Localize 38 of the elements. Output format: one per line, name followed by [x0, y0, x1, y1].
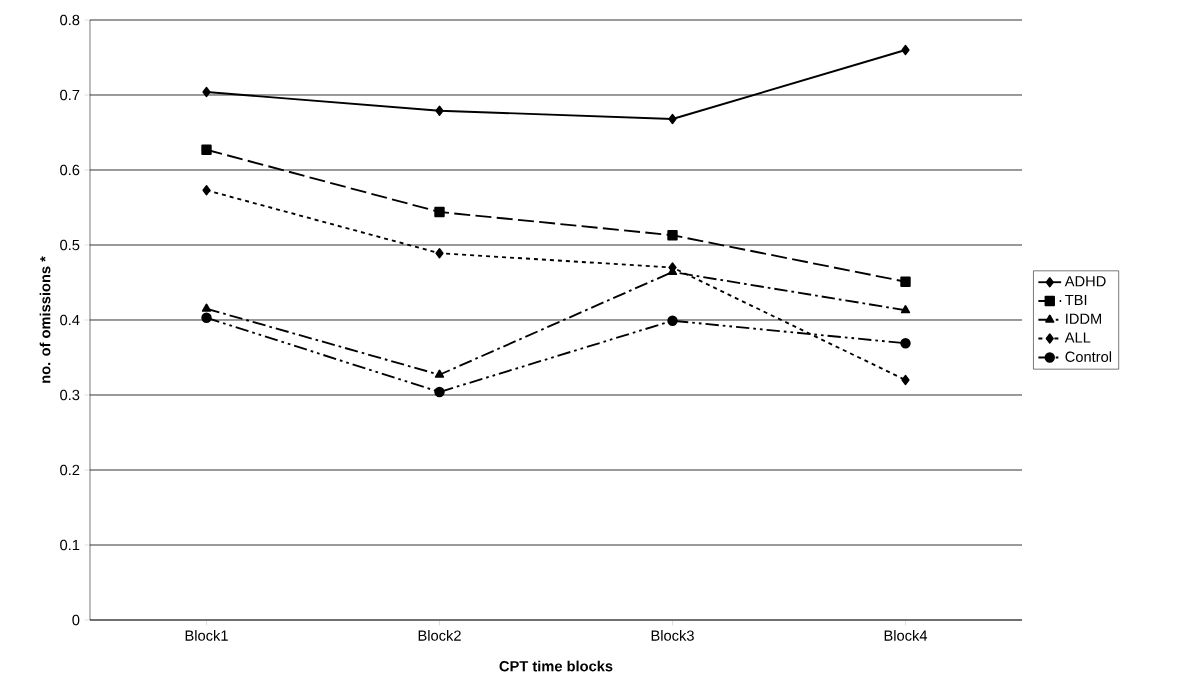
point: [201, 144, 212, 155]
y-tick-label: 0.2: [60, 464, 80, 476]
y-tick-label: 0.7: [60, 89, 80, 101]
point: [901, 44, 910, 56]
y-axis-title: no. of omissions *: [39, 256, 51, 383]
point: [201, 303, 212, 312]
point: [900, 305, 911, 314]
legend-label: Control: [1065, 351, 1112, 362]
y-tick-label: 0.4: [60, 314, 80, 326]
point: [202, 185, 211, 196]
y-tick-label: 0.1: [60, 539, 80, 551]
point: [668, 113, 677, 125]
legend-label: ADHD: [1064, 276, 1106, 287]
point: [435, 105, 444, 116]
point: [900, 338, 911, 349]
point: [434, 206, 445, 218]
point: [667, 315, 678, 326]
y-tick-label: 0.5: [60, 239, 80, 251]
point: [201, 312, 212, 323]
x-tick-label: Block1: [185, 630, 228, 641]
point: [900, 276, 911, 287]
y-tick-label: 0.8: [60, 14, 80, 26]
x-tick-label: Block2: [418, 630, 461, 641]
x-axis-title: CPT time blocks: [499, 660, 613, 672]
x-tick-label: Block4: [884, 630, 928, 641]
y-tick-label: 0.3: [60, 389, 80, 401]
legend-label: ALL: [1064, 332, 1091, 343]
x-tick-label: Block3: [651, 630, 694, 641]
point: [434, 369, 445, 378]
point: [202, 86, 211, 98]
point: [435, 248, 444, 259]
legend-label: TBI: [1065, 294, 1087, 306]
y-tick-label: 0: [72, 614, 80, 626]
y-tick-label: 0.6: [60, 164, 80, 176]
point: [901, 374, 910, 386]
point: [434, 386, 445, 398]
point: [667, 230, 678, 241]
legend-label: IDDM: [1066, 313, 1101, 324]
